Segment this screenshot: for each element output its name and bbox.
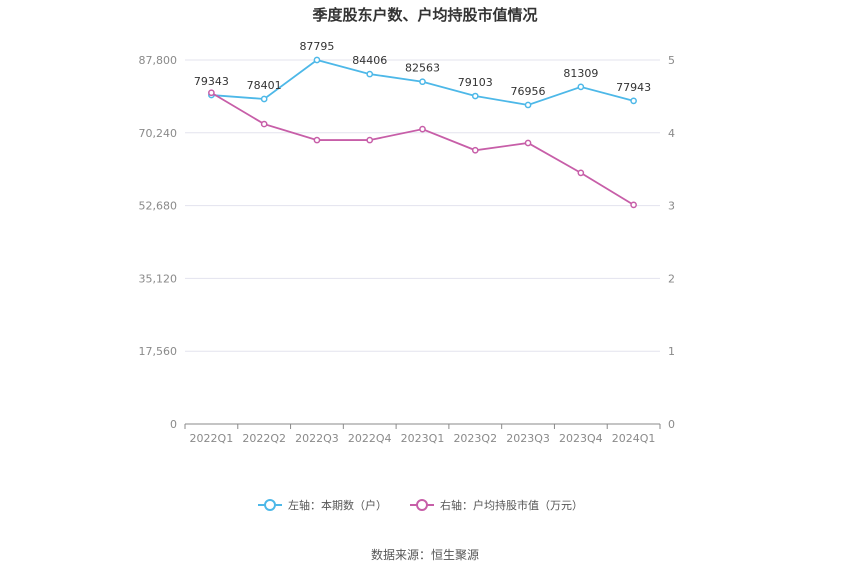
right-tick-label: 2	[668, 272, 675, 285]
x-tick-label: 2022Q2	[242, 432, 286, 445]
x-tick-label: 2022Q3	[295, 432, 339, 445]
x-tick-label: 2022Q4	[348, 432, 392, 445]
x-axis: 2022Q1 2022Q2 2022Q3 2022Q4 2023Q1 2023Q2 2023…	[184, 423, 661, 445]
series-layer: 79343 78401 87795 84406 82563 79103 76956 81309…	[194, 40, 651, 209]
data-label: 79343	[194, 75, 229, 88]
right-tick-label: 0	[668, 418, 675, 431]
legend-label: 左轴：本期数（户）	[288, 498, 387, 512]
x-tick-label: 2022Q1	[190, 432, 234, 445]
data-label: 76956	[511, 85, 546, 98]
left-tick-label: 17,560	[139, 345, 178, 358]
data-label: 81309	[563, 67, 598, 80]
data-label: 82563	[405, 62, 440, 75]
left-tick-label: 52,680	[139, 200, 178, 213]
right-axis: 0 1 2 3 4 5	[668, 54, 675, 431]
series-1: 79343 78401 87795 84406 82563 79103 76956 81309…	[194, 40, 651, 109]
data-label: 84406	[352, 54, 387, 67]
legend-item-1[interactable]: 左轴：本期数（户）	[258, 498, 387, 512]
data-point[interactable]	[419, 125, 426, 133]
data-point[interactable]	[313, 136, 321, 144]
data-point[interactable]	[419, 78, 426, 86]
left-tick-label: 87,800	[139, 54, 178, 67]
series-2	[208, 89, 637, 209]
data-label: 77943	[616, 81, 651, 94]
right-tick-label: 5	[668, 54, 675, 67]
x-tick-label: 2023Q2	[453, 432, 497, 445]
legend-swatch-marker	[264, 499, 276, 511]
data-point[interactable]	[366, 70, 374, 78]
data-point[interactable]	[313, 56, 321, 64]
legend-label: 右轴：户均持股市值（万元）	[440, 498, 583, 512]
source-note: 数据来源：恒生聚源	[371, 547, 479, 562]
right-tick-label: 3	[668, 200, 675, 213]
data-label: 87795	[299, 40, 334, 53]
data-point[interactable]	[471, 146, 479, 154]
data-point[interactable]	[577, 169, 585, 177]
x-tick-label: 2023Q3	[506, 432, 550, 445]
chart-title: 季度股东户数、户均持股市值情况	[312, 6, 537, 24]
data-point[interactable]	[524, 101, 532, 109]
data-label: 78401	[247, 79, 282, 92]
right-tick-label: 1	[668, 345, 675, 358]
data-point[interactable]	[471, 92, 479, 100]
x-tick-label: 2023Q4	[559, 432, 603, 445]
data-point[interactable]	[260, 95, 268, 103]
data-point[interactable]	[260, 120, 268, 128]
data-point[interactable]	[208, 89, 215, 97]
data-point[interactable]	[366, 136, 374, 144]
series-line	[210, 91, 635, 206]
right-tick-label: 4	[668, 127, 675, 140]
left-axis: 0 17,560 35,120 52,680 70,240 87,800	[139, 54, 178, 431]
legend[interactable]: 左轴：本期数（户） 右轴：户均持股市值（万元）	[258, 498, 583, 512]
grid	[185, 59, 660, 352]
left-tick-label: 0	[170, 418, 177, 431]
left-tick-label: 70,240	[139, 127, 178, 140]
left-tick-label: 35,120	[139, 272, 178, 285]
data-point[interactable]	[524, 139, 532, 147]
data-point[interactable]	[630, 201, 637, 209]
data-point[interactable]	[630, 97, 637, 105]
x-tick-label: 2023Q1	[401, 432, 445, 445]
legend-swatch-marker	[416, 499, 428, 511]
x-tick-label: 2024Q1	[612, 432, 656, 445]
legend-item-2[interactable]: 右轴：户均持股市值（万元）	[410, 498, 583, 512]
data-label: 79103	[458, 76, 493, 89]
data-point[interactable]	[577, 83, 585, 91]
